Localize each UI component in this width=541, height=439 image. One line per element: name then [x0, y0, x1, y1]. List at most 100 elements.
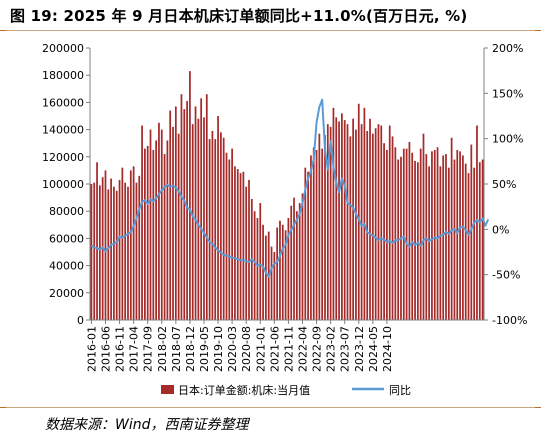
x-tick-label: 2019-10 — [212, 326, 225, 372]
bar — [453, 159, 456, 320]
x-tick-label: 2021-11 — [282, 326, 295, 372]
x-tick-label: 2024-05 — [367, 326, 380, 372]
x-tick-label: 2017-04 — [128, 326, 141, 372]
bar — [391, 136, 394, 320]
bar — [402, 148, 405, 320]
bar — [467, 173, 470, 320]
bar — [366, 130, 369, 320]
bar — [459, 151, 461, 320]
bar — [107, 189, 110, 320]
bar — [357, 103, 360, 320]
bar — [374, 128, 377, 320]
bar — [248, 179, 250, 320]
bar — [408, 141, 411, 320]
bar — [360, 124, 363, 320]
bar — [318, 133, 321, 320]
bar — [298, 203, 301, 320]
bar — [245, 186, 248, 320]
x-tick-label: 2024-10 — [381, 326, 394, 372]
legend-bar-label: 日本:订单金额:机床:当月值 — [178, 383, 310, 397]
x-tick-label: 2019-05 — [198, 326, 211, 372]
left-tick-label: 180000 — [42, 69, 84, 82]
bar — [321, 148, 324, 320]
bar — [473, 167, 476, 320]
bar — [338, 121, 340, 320]
bar — [256, 218, 259, 320]
bar — [304, 167, 307, 320]
bar — [160, 129, 163, 320]
bar — [270, 246, 273, 320]
bar — [284, 230, 287, 320]
bar — [422, 133, 425, 320]
bar — [447, 167, 450, 320]
bar — [431, 151, 433, 320]
bar — [307, 171, 309, 320]
bar — [265, 235, 267, 320]
bar — [326, 124, 329, 320]
bar — [118, 179, 121, 320]
bar — [310, 155, 312, 320]
bar — [383, 143, 385, 320]
bar — [464, 163, 467, 320]
bar — [405, 148, 408, 320]
bar — [141, 125, 143, 321]
bar — [231, 148, 233, 320]
bar — [138, 175, 141, 320]
bar — [262, 224, 264, 320]
bar — [219, 132, 222, 320]
bar — [478, 162, 481, 320]
bar — [211, 130, 214, 320]
bar — [208, 139, 211, 320]
legend-bar-swatch — [161, 385, 174, 394]
bar — [228, 159, 231, 320]
bar — [352, 118, 354, 320]
bar — [96, 162, 98, 320]
right-tick-label: 150% — [492, 87, 523, 100]
bar — [341, 113, 343, 320]
bar — [301, 193, 304, 320]
bar — [205, 94, 208, 321]
bar — [177, 133, 180, 320]
legend-layer: 日本:订单金额:机床:当月值 同比 — [161, 383, 411, 397]
bar — [287, 218, 290, 320]
bar — [450, 137, 453, 320]
bar — [335, 117, 338, 320]
title-rule — [0, 30, 541, 31]
bar — [234, 166, 236, 320]
bar — [329, 126, 332, 320]
bar — [172, 126, 174, 320]
bar — [281, 224, 284, 320]
bar — [386, 150, 388, 320]
x-tick-label: 2017-09 — [142, 326, 155, 372]
left-tick-label: 120000 — [42, 151, 84, 164]
bar — [146, 145, 149, 320]
bar — [144, 148, 146, 320]
bar — [369, 118, 371, 320]
bar — [191, 124, 194, 320]
bar — [242, 171, 245, 320]
bar — [315, 150, 318, 320]
source-note: 数据来源：Wind，西南证券整理 — [45, 417, 249, 433]
x-tick-label: 2016-11 — [114, 326, 127, 372]
corner-mark-top-left — [0, 30, 6, 31]
bar — [222, 137, 225, 320]
bar — [445, 154, 447, 320]
bar — [93, 182, 96, 320]
bar — [115, 190, 118, 320]
x-tick-label: 2020-08 — [240, 326, 253, 372]
bar — [377, 124, 380, 320]
bar — [155, 140, 157, 320]
bar — [200, 98, 203, 320]
bar — [416, 162, 419, 320]
bar — [169, 110, 172, 320]
bar — [324, 135, 326, 320]
bar — [189, 71, 191, 321]
corner-mark-top-right — [535, 30, 541, 31]
x-tick-label: 2018-07 — [170, 326, 183, 372]
right-tick-label: 100% — [492, 133, 523, 146]
left-tick-label: 140000 — [42, 124, 84, 137]
bar — [442, 155, 445, 320]
x-tick-label: 2018-12 — [184, 326, 197, 372]
bar — [476, 125, 478, 321]
bar — [174, 106, 177, 320]
